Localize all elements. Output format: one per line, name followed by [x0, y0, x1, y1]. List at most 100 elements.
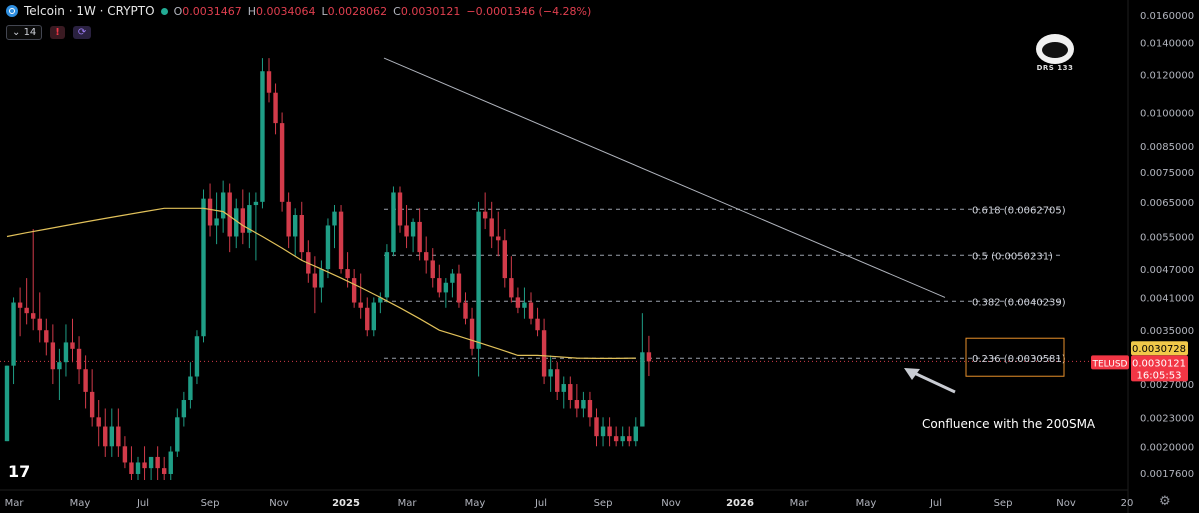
- candle-body: [240, 208, 245, 233]
- countdown-label: 16:05:53: [1137, 370, 1182, 381]
- candle-body: [522, 302, 527, 308]
- symbol-label: TELUSD: [1092, 359, 1128, 369]
- candle-body: [633, 426, 638, 442]
- candle-body: [574, 400, 580, 409]
- y-tick-label: 0.0065000: [1140, 198, 1194, 209]
- candle-body: [469, 318, 475, 349]
- candle-body: [489, 218, 494, 237]
- y-tick-label: 0.0020000: [1140, 442, 1194, 453]
- candle-body: [4, 365, 10, 442]
- x-tick-label: Nov: [661, 498, 681, 509]
- candle-body: [214, 218, 219, 226]
- gear-icon[interactable]: ⚙: [1159, 494, 1171, 509]
- candle-body: [620, 436, 625, 442]
- y-tick-label: 0.0075000: [1140, 168, 1194, 179]
- ohlc-open: O0.0031467: [173, 4, 242, 18]
- fib-level-label: 0.618 (0.0062705): [972, 205, 1066, 216]
- candle-body: [109, 426, 114, 447]
- candle-body: [351, 278, 357, 303]
- indicator-toggle-button[interactable]: ⌄ 14: [6, 25, 43, 40]
- fib-level-label: 0.236 (0.0030581): [972, 354, 1066, 365]
- y-tick-label: 0.0120000: [1140, 71, 1194, 82]
- alert-icon[interactable]: !: [50, 26, 65, 39]
- candle-body: [613, 436, 619, 442]
- candle-body: [168, 451, 173, 474]
- candle-body: [594, 417, 599, 437]
- y-tick-label: 0.0023000: [1140, 413, 1194, 424]
- annotation-text: Confluence with the 200SMA: [922, 417, 1096, 431]
- candle-body: [391, 192, 396, 253]
- symbol-title[interactable]: Telcoin · 1W · CRYPTO: [24, 4, 155, 18]
- market-status-icon: [160, 7, 168, 15]
- candle-body: [253, 201, 259, 206]
- fib-highlight-box: [965, 337, 1065, 377]
- y-tick-label: 0.0085000: [1140, 142, 1194, 153]
- x-tick-label: Sep: [594, 498, 613, 509]
- trendline: [383, 57, 946, 298]
- candle-body: [207, 198, 213, 226]
- candle-body: [17, 302, 23, 308]
- y-tick-label: 0.0100000: [1140, 108, 1194, 119]
- candle-body: [384, 252, 390, 298]
- candle-body: [587, 400, 593, 418]
- candle-body: [646, 352, 652, 362]
- price-axis: [1128, 0, 1199, 513]
- candle-body: [155, 456, 160, 469]
- candle-body: [89, 391, 95, 418]
- y-tick-label: 0.0027000: [1140, 380, 1194, 391]
- price-label: 0.0030121: [1132, 358, 1186, 369]
- y-tick-label: 0.0017600: [1140, 469, 1194, 480]
- replay-icon[interactable]: ⟳: [72, 26, 92, 39]
- candle-body: [122, 446, 128, 463]
- candle-body: [358, 302, 363, 308]
- price-change: −0.0001346 (−4.28%): [466, 4, 592, 18]
- y-tick-label: 0.0047000: [1140, 265, 1194, 276]
- candle-body: [76, 348, 82, 370]
- x-tick-label: Jul: [136, 498, 149, 509]
- candle-body: [607, 426, 612, 437]
- candle-body: [378, 297, 383, 303]
- indicator-row: ⌄ 14 ! ⟳: [6, 25, 92, 40]
- candle-body: [561, 384, 566, 392]
- tradingview-logo-icon[interactable]: 17: [8, 462, 31, 481]
- candle-body: [502, 240, 507, 279]
- candle-body: [286, 201, 291, 237]
- candle-body: [162, 468, 167, 474]
- y-tick-label: 0.0041000: [1140, 293, 1194, 304]
- symbol-badge: [1091, 355, 1129, 370]
- candle-body: [63, 342, 69, 363]
- x-tick-label: Jul: [534, 498, 547, 509]
- candle-body: [515, 297, 521, 308]
- candle-body: [57, 362, 62, 370]
- x-tick-label: Mar: [398, 498, 418, 509]
- sma-price-badge: [1131, 341, 1188, 356]
- telcoin-icon: [6, 5, 18, 17]
- candle-body: [181, 400, 187, 418]
- candle-body: [293, 215, 298, 237]
- candle-body: [600, 426, 606, 437]
- sma-price-label: 0.0030728: [1132, 344, 1186, 355]
- x-tick-label: Sep: [201, 498, 220, 509]
- candle-body: [103, 426, 108, 447]
- candle-body: [148, 456, 154, 469]
- ohlc-close: C0.0030121: [393, 4, 461, 18]
- candle-body: [234, 208, 239, 237]
- candle-body: [535, 318, 540, 331]
- candle-body: [496, 236, 501, 241]
- candle-body: [201, 198, 206, 337]
- candle-body: [247, 205, 252, 233]
- candle-body: [424, 252, 429, 261]
- candle-body: [541, 330, 547, 377]
- drs-logo: DRS 133: [1029, 34, 1081, 72]
- candle-body: [142, 462, 147, 469]
- fib-level-label: 0.382 (0.0040239): [972, 297, 1066, 308]
- candle-body: [116, 426, 121, 447]
- candle-body: [338, 211, 344, 270]
- candle-body: [555, 369, 560, 392]
- annotation-arrow: [911, 370, 956, 394]
- candle-body: [273, 92, 278, 124]
- fib-level-label: 0.5 (0.0050231): [972, 251, 1053, 262]
- candle-body: [345, 269, 350, 279]
- y-tick-label: 0.0160000: [1140, 11, 1194, 22]
